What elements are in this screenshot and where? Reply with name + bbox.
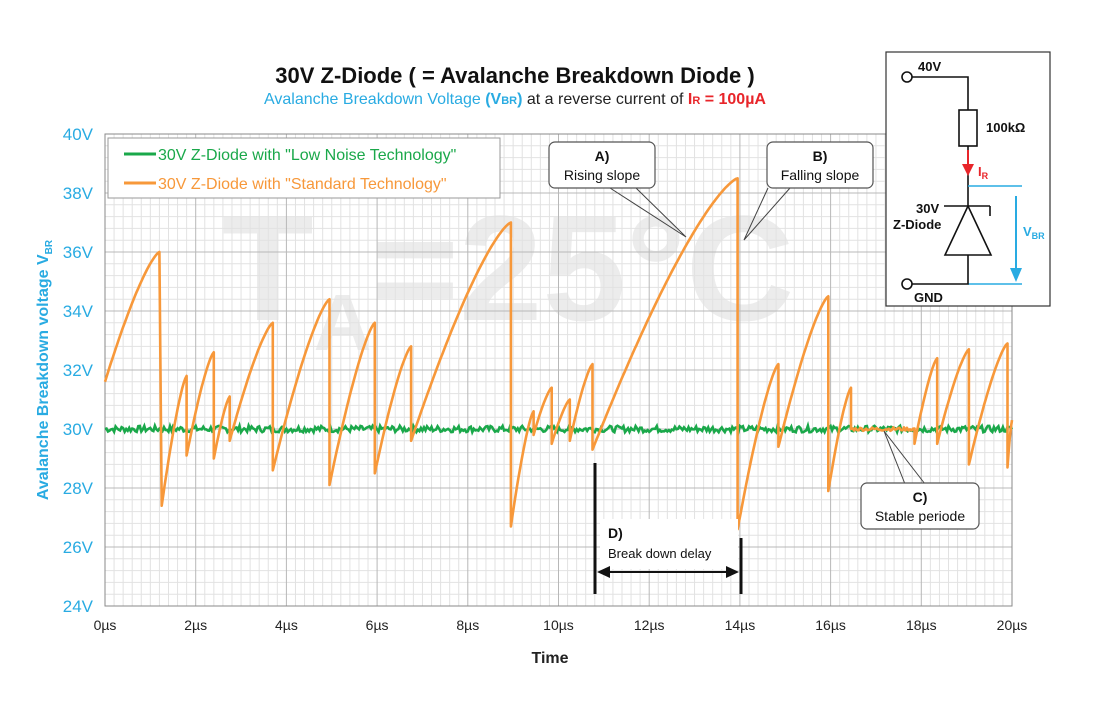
subtitle-condition: at a reverse current of <box>526 91 684 108</box>
circuit-ground-label: GND <box>914 290 943 305</box>
annotation-b-label: B) <box>813 148 828 164</box>
circuit-diode-label-2: Z-Diode <box>893 217 941 232</box>
subtitle-ir-sub: R <box>692 95 701 107</box>
x-tick-label: 20µs <box>997 617 1028 633</box>
y-tick-label: 32V <box>63 361 94 380</box>
annotation-d-box <box>600 519 738 569</box>
legend-label-low-noise: 30V Z-Diode with "Low Noise Technology" <box>158 147 456 164</box>
series-line-standard <box>103 177 1014 531</box>
circuit-terminal-supply <box>901 71 913 83</box>
annotation-c-text: Stable periode <box>875 508 966 524</box>
y-tick-label: 40V <box>63 125 94 144</box>
x-tick-label: 10µs <box>543 617 574 633</box>
annotation-d-text: Break down delay <box>608 546 712 561</box>
y-tick-label: 26V <box>63 538 94 557</box>
legend-box <box>107 137 501 199</box>
circuit-current-arrowhead <box>962 164 974 176</box>
y-axis-label: Avalanche Breakdown voltage VBR <box>35 239 55 500</box>
annotation-b-pointer <box>743 187 791 241</box>
plot-frame <box>104 133 1013 607</box>
circuit-vbr-label: VBR <box>1023 224 1045 241</box>
annotation-d-label: D) <box>608 525 623 541</box>
circuit-wire-top <box>912 76 969 110</box>
annotation-b-text: Falling slope <box>781 167 860 183</box>
annotation-c-pointer <box>883 430 926 485</box>
annotation-b-box <box>766 141 874 189</box>
x-tick-label: 12µs <box>634 617 665 633</box>
y-tick-label: 36V <box>63 243 94 262</box>
x-tick-label: 4µs <box>275 617 298 633</box>
annotation-a-pointer <box>609 187 687 238</box>
circuit-wire-bottom <box>912 255 969 285</box>
annotation-a-box <box>548 141 656 189</box>
subtitle-vbr-sub: BR <box>501 95 518 107</box>
y-tick-label: 24V <box>63 597 94 616</box>
circuit-supply-label: 40V <box>918 59 941 74</box>
subtitle-text: Avalanche Breakdown Voltage <box>264 91 481 108</box>
circuit-diode-label-1: 30V <box>916 201 939 216</box>
annotation-a-text: Rising slope <box>564 167 640 183</box>
y-tick-label: 38V <box>63 184 94 203</box>
chart-subtitle: Avalanche Breakdown Voltage (VBR) at a r… <box>0 91 1030 109</box>
subtitle-vbr-open: (V <box>485 91 502 108</box>
x-tick-label: 2µs <box>184 617 207 633</box>
circuit-resistor-label: 100kΩ <box>986 120 1025 135</box>
y-tick-label: 28V <box>63 479 94 498</box>
circuit-resistor <box>958 109 978 147</box>
subtitle-vbr-close: ) <box>517 91 523 108</box>
circuit-vbr-arrowhead <box>1010 268 1022 282</box>
circuit-terminal-ground <box>901 278 913 290</box>
subtitle-ir-main: I <box>687 91 693 108</box>
x-tick-label: 0µs <box>94 617 117 633</box>
annotation-d-arrowhead-left <box>597 566 610 578</box>
y-tick-label: 30V <box>63 420 94 439</box>
chart-title: 30V Z-Diode ( = Avalanche Breakdown Diod… <box>275 63 755 88</box>
subtitle-ir-value: = 100µA <box>704 91 766 108</box>
annotation-c-box <box>860 482 980 530</box>
x-tick-label: 6µs <box>366 617 389 633</box>
circuit-current-label: IR <box>978 164 989 181</box>
annotation-d-arrowhead-right <box>726 566 739 578</box>
x-axis-label: Time <box>531 650 568 667</box>
y-tick-label: 34V <box>63 302 94 321</box>
annotation-c-label: C) <box>913 489 928 505</box>
annotation-a-label: A) <box>595 148 610 164</box>
legend-label-standard: 30V Z-Diode with "Standard Technology" <box>158 176 447 193</box>
x-tick-label: 8µs <box>456 617 479 633</box>
x-tick-label: 16µs <box>815 617 846 633</box>
x-tick-label: 18µs <box>906 617 937 633</box>
x-tick-label: 14µs <box>725 617 756 633</box>
